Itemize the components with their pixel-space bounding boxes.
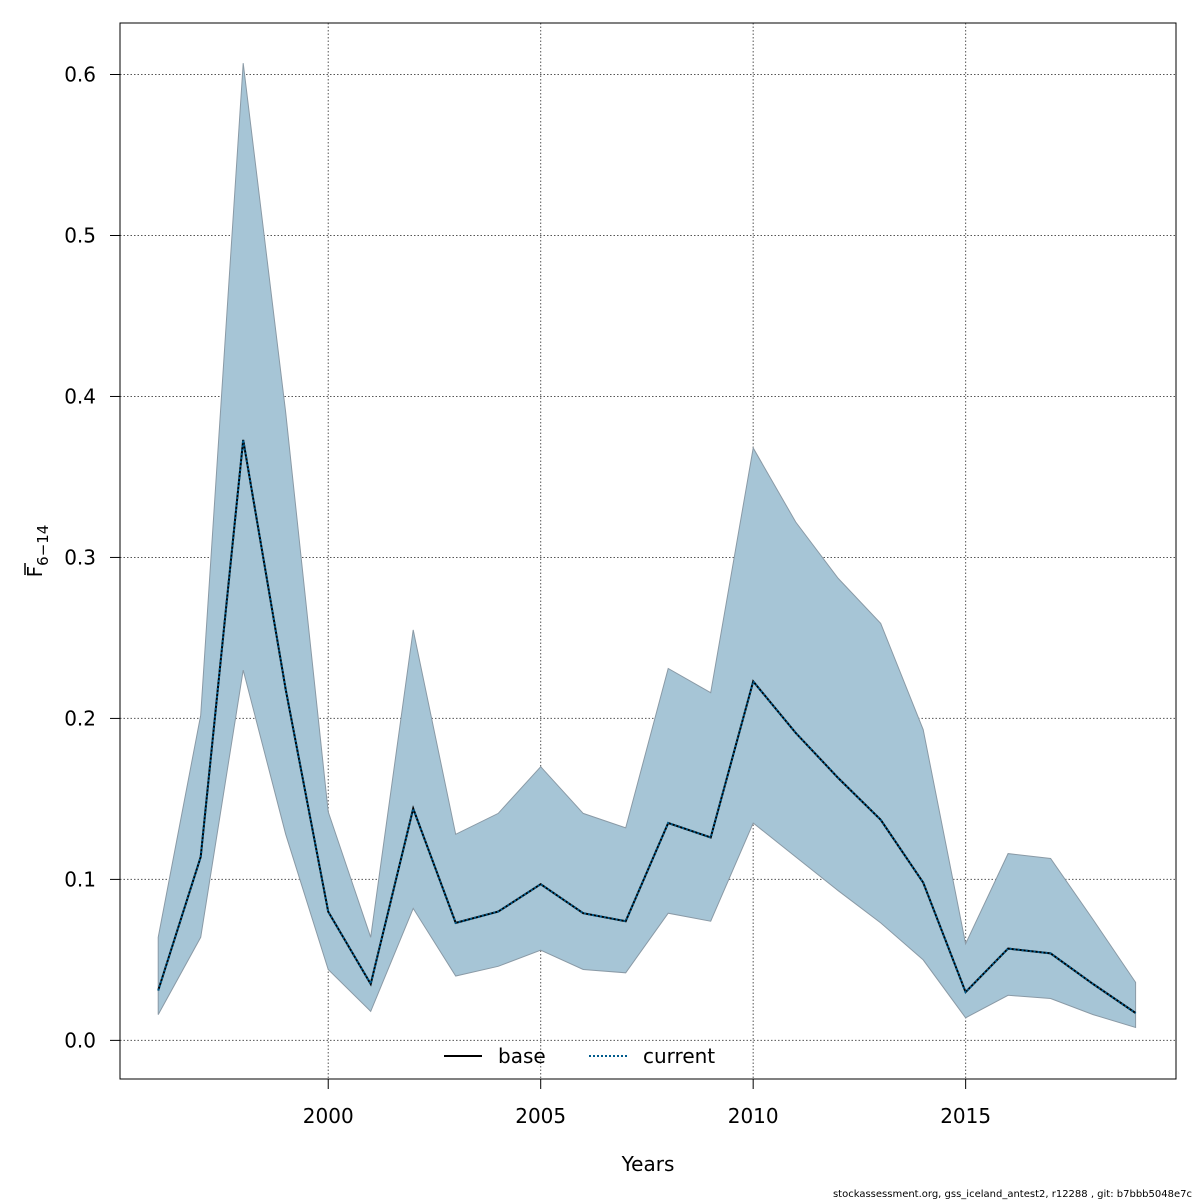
legend-label-current: current: [643, 1044, 715, 1068]
x-axis-title: Years: [621, 1152, 675, 1176]
y-tick-label: 0.6: [64, 63, 96, 87]
y-axis-title-main: F: [23, 566, 47, 578]
svg-text:F6−14: F6−14: [23, 525, 52, 578]
confidence-band-area: [157, 63, 1137, 1029]
x-tick-label: 2000: [303, 1104, 354, 1128]
confidence-band: [157, 63, 1137, 1029]
y-tick-label: 0.2: [64, 706, 96, 730]
y-tick-label: 0.1: [64, 867, 96, 891]
y-axis: 0.0 0.1 0.2 0.3 0.4 0.5 0.6: [64, 63, 120, 1052]
legend: base current: [444, 1044, 715, 1068]
y-tick-label: 0.4: [64, 384, 96, 408]
series-lines: [157, 439, 1137, 1014]
y-tick-label: 0.3: [64, 545, 96, 569]
x-tick-label: 2010: [728, 1104, 779, 1128]
y-axis-title-subscript: 6−14: [34, 525, 52, 566]
x-tick-label: 2015: [940, 1104, 991, 1128]
y-axis-title: F6−14: [23, 525, 52, 578]
y-tick-label: 0.5: [64, 223, 96, 247]
x-tick-label: 2005: [515, 1104, 566, 1128]
y-tick-label: 0.0: [64, 1028, 96, 1052]
series-line-current: [157, 439, 1137, 1014]
x-axis: 2000 2005 2010 2015: [303, 1079, 991, 1128]
legend-label-base: base: [498, 1044, 546, 1068]
footer-text: stockassessment.org, gss_iceland_antest2…: [833, 1189, 1192, 1200]
plot-frame: [119, 22, 1177, 1080]
